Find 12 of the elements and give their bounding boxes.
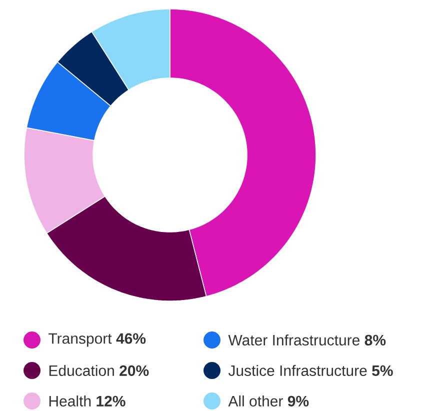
data-label: 8% xyxy=(364,334,386,346)
data-label: 46% xyxy=(116,333,146,344)
data-label: 5% xyxy=(372,365,393,376)
data-label: 12% xyxy=(96,396,126,406)
legend-label: Education xyxy=(49,364,114,376)
legend-label: All other xyxy=(228,395,283,406)
legend-label: Transport xyxy=(48,333,112,347)
data-label: 20% xyxy=(120,365,149,376)
legend-label: Water Infrastructure xyxy=(228,334,360,346)
legend-label: Justice Infrastructure xyxy=(228,364,367,376)
data-label: 9% xyxy=(288,396,309,406)
legend-label: Health xyxy=(49,395,91,406)
